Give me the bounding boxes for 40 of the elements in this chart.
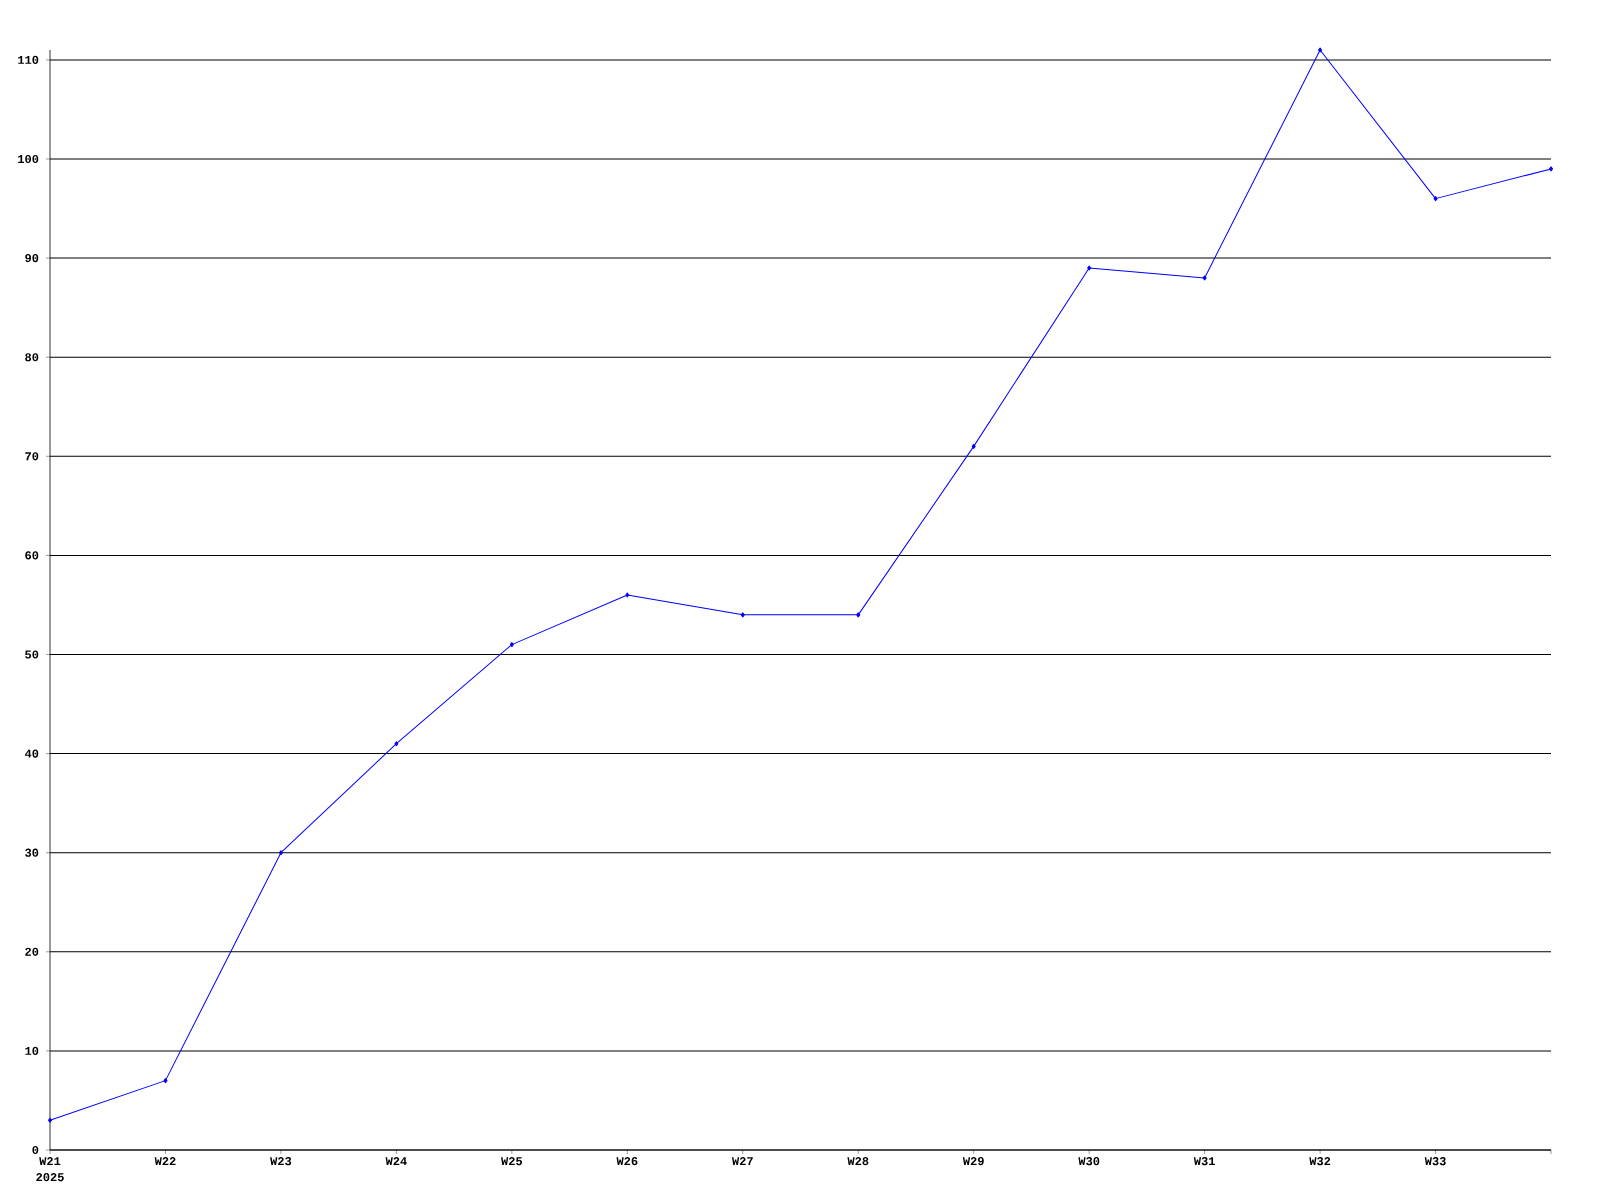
point bbox=[1087, 265, 1092, 271]
point bbox=[625, 592, 630, 598]
y-tick-label: 100 bbox=[18, 154, 39, 164]
x-tick-label: W22 bbox=[154, 1157, 176, 1166]
x-tick-label: W32 bbox=[1309, 1157, 1331, 1166]
x-tick-label: W24 bbox=[385, 1157, 407, 1166]
point bbox=[278, 850, 283, 856]
x-tick-label: W25 bbox=[501, 1157, 523, 1166]
y-tick-label: 110 bbox=[18, 55, 39, 64]
x-tick-label: W28 bbox=[847, 1157, 869, 1166]
point bbox=[48, 1117, 52, 1123]
point bbox=[163, 1078, 168, 1084]
x-tick-label: W29 bbox=[962, 1157, 984, 1166]
y-tick-label: 50 bbox=[25, 650, 39, 659]
y-tick-label: 40 bbox=[24, 749, 39, 758]
x-tick-label: W21 bbox=[39, 1157, 61, 1166]
point bbox=[1433, 196, 1438, 202]
point bbox=[856, 612, 861, 618]
point bbox=[1202, 275, 1207, 281]
y-tick-label: 60 bbox=[25, 551, 39, 560]
y-tick-label: 90 bbox=[25, 254, 39, 263]
x-tick-label: W27 bbox=[731, 1157, 753, 1166]
point bbox=[1549, 166, 1554, 172]
x-tick-label: W23 bbox=[270, 1157, 292, 1166]
point bbox=[1318, 47, 1323, 53]
point bbox=[740, 612, 745, 618]
x-tick-label: W31 bbox=[1193, 1157, 1215, 1166]
y-tick-label: 10 bbox=[25, 1046, 39, 1055]
y-tick-label: 70 bbox=[25, 452, 39, 461]
y-tick-label: 80 bbox=[25, 353, 39, 362]
point bbox=[394, 741, 399, 747]
point bbox=[971, 443, 976, 449]
text: 2025 bbox=[36, 1173, 64, 1182]
y-tick-label: 0 bbox=[32, 1145, 39, 1155]
x-tick-label: W26 bbox=[616, 1157, 638, 1166]
point bbox=[509, 642, 514, 648]
y-tick-label: 30 bbox=[25, 848, 39, 857]
y-tick-label: 20 bbox=[25, 947, 39, 956]
x-tick-label: W33 bbox=[1424, 1157, 1446, 1166]
x-tick-label: W30 bbox=[1078, 1157, 1100, 1166]
